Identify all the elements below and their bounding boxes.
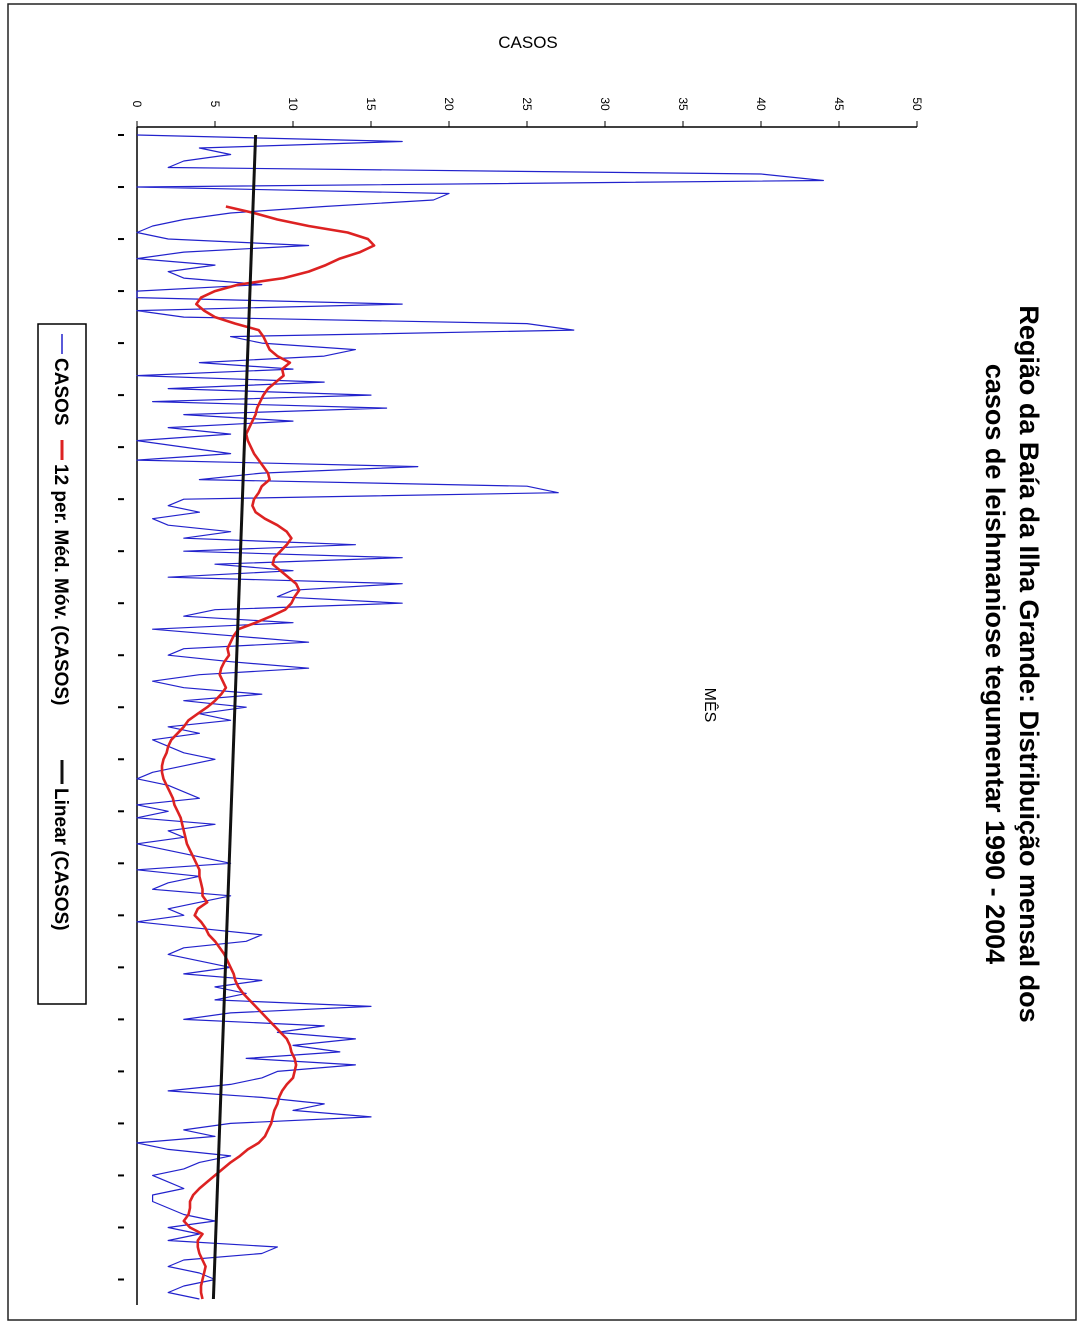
y-tick-label: 20 — [442, 97, 456, 111]
series-layer — [136, 134, 825, 1300]
y-tick-label: 5 — [208, 101, 222, 108]
legend-label-casos: CASOS — [50, 358, 71, 426]
x-axis-title: MÊS — [701, 688, 720, 723]
y-axis-title: CASOS — [498, 33, 558, 52]
legend-label-linear: Linear (CASOS) — [50, 788, 71, 931]
y-tick-label: 30 — [598, 97, 612, 111]
legend: CASOS 12 per. Méd. Móv. (CASOS) Linear (… — [37, 323, 87, 1005]
y-tick-label: 45 — [832, 97, 846, 111]
y-tick-label: 10 — [286, 97, 300, 111]
series-line-casos — [136, 134, 825, 1300]
series-line-12-per-m-d-m-v-casos — [160, 205, 376, 1300]
y-tick-label: 0 — [130, 101, 144, 108]
x-ticks — [118, 134, 124, 1281]
legend-label-moving-average: 12 per. Méd. Móv. (CASOS) — [50, 464, 71, 705]
y-tick-label: 50 — [910, 97, 924, 111]
chart-border — [7, 3, 1077, 1321]
y-ticks: 0 5 10 15 20 25 30 35 40 45 50 — [130, 97, 924, 127]
y-tick-label: 40 — [754, 97, 768, 111]
y-tick-label: 25 — [520, 97, 534, 111]
series-line-linear-casos — [211, 134, 258, 1300]
y-tick-label: 35 — [676, 97, 690, 111]
chart-title-line1: Região da Baía da Ilha Grande: Distribui… — [1014, 305, 1044, 1022]
chart-title-line2: casos de leishmaniose tegumentar 1990 - … — [980, 364, 1010, 964]
legend-box — [37, 323, 87, 1005]
y-tick-label: 15 — [364, 97, 378, 111]
